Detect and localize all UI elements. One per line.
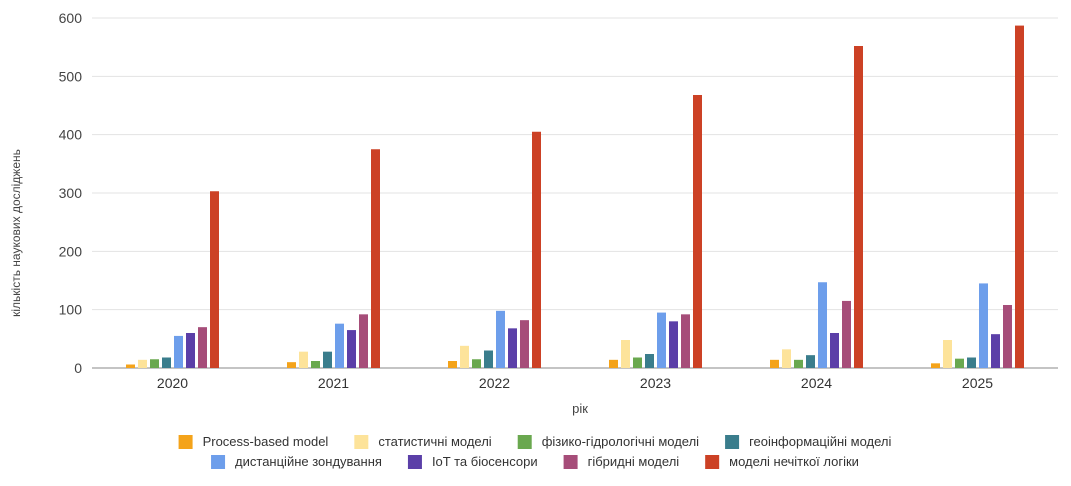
y-axis-title: кількість наукових досліджень [9, 149, 23, 317]
bar [770, 359, 779, 368]
bar [508, 328, 517, 368]
x-tick-label: 2022 [479, 375, 510, 391]
bar [460, 345, 469, 368]
legend-label: Process-based model [203, 434, 329, 449]
bar [782, 349, 791, 368]
legend: Process-based model статистичні моделі фіз… [178, 434, 892, 469]
y-tick-label: 400 [59, 127, 83, 143]
bar [138, 359, 147, 368]
bar [299, 351, 308, 368]
bar [484, 350, 493, 368]
bar [818, 282, 827, 368]
bar [311, 361, 320, 368]
bar [520, 320, 529, 368]
bar [126, 364, 135, 368]
legend-swatch [705, 455, 720, 469]
x-tick-label: 2021 [318, 375, 349, 391]
bar [174, 335, 183, 368]
legend-label: дистанційне зондування [235, 454, 382, 469]
y-tick-label: 600 [59, 10, 83, 26]
bar [854, 46, 863, 368]
bar [323, 351, 332, 368]
bar [448, 361, 457, 368]
bar [347, 330, 356, 368]
bar [359, 314, 368, 368]
bar [657, 312, 666, 368]
y-tick-label: 100 [59, 302, 83, 318]
bar [645, 354, 654, 368]
bar [991, 334, 1000, 368]
legend-label: моделі нечіткої логіки [729, 454, 859, 469]
x-tick-label: 2020 [157, 375, 188, 391]
bar [532, 131, 541, 368]
bar [633, 357, 642, 368]
y-tick-label: 0 [74, 360, 82, 376]
bar [198, 327, 207, 368]
y-tick-label: 200 [59, 243, 83, 259]
bar [967, 357, 976, 368]
bar [496, 310, 505, 368]
y-tick-label: 500 [59, 68, 83, 84]
bar [955, 358, 964, 368]
legend-label: геоінформаційні моделі [749, 434, 891, 449]
x-axis-title: рік [572, 401, 588, 416]
bar [806, 355, 815, 368]
legend-swatch [517, 435, 532, 449]
grid-layer [92, 17, 1058, 369]
legend-label: фізико-гідрологічні моделі [542, 434, 699, 449]
x-tick-label: 2024 [801, 375, 832, 391]
bar [842, 300, 851, 368]
bar [979, 283, 988, 368]
bar [335, 323, 344, 368]
bars-layer [126, 25, 1024, 368]
legend-label: гібридні моделі [588, 454, 680, 469]
bar [186, 333, 195, 368]
bar [287, 362, 296, 368]
legend-swatch [211, 455, 226, 469]
bar [210, 191, 219, 368]
x-tick-label: 2025 [962, 375, 993, 391]
axis-layer: 0 100 200 300 400 500 600 2020 2021 2022 2023 2024 2… [59, 10, 994, 391]
legend-swatch [407, 455, 422, 469]
legend-swatch [725, 435, 740, 449]
legend-swatch [178, 435, 193, 449]
legend-swatch [354, 435, 369, 449]
bar [943, 340, 952, 368]
bar [1003, 305, 1012, 368]
bar [931, 363, 940, 368]
bar [794, 359, 803, 368]
bar [371, 149, 380, 368]
bar [1015, 25, 1024, 368]
legend-label: статистичні моделі [378, 434, 491, 449]
bar [609, 359, 618, 368]
bar [681, 314, 690, 368]
bar [693, 95, 702, 368]
legend-swatch [563, 455, 578, 469]
bar [830, 333, 839, 368]
bar [150, 359, 159, 368]
y-tick-label: 300 [59, 185, 83, 201]
bar [669, 321, 678, 368]
legend-label: IoT та біосенсори [432, 454, 538, 469]
bar [472, 359, 481, 368]
x-tick-label: 2023 [640, 375, 671, 391]
bar [162, 357, 171, 368]
bar [621, 340, 630, 368]
